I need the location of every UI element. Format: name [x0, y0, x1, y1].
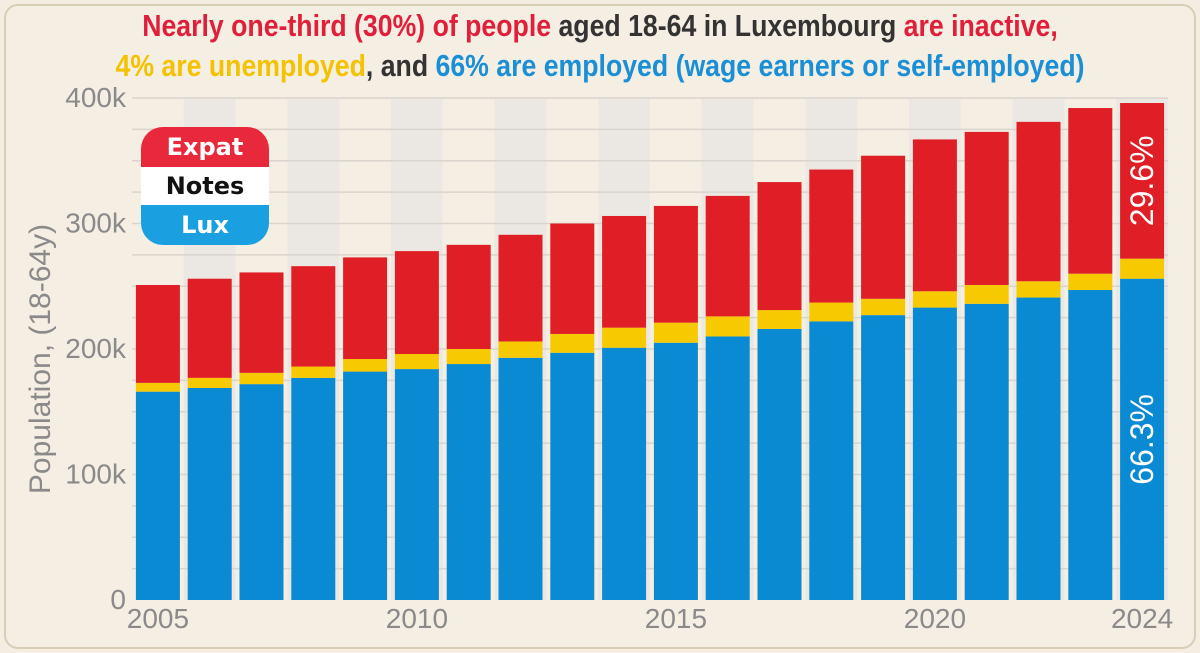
- x-tick-label: 2015: [645, 603, 707, 634]
- bar-unemployed-2021: [964, 284, 1009, 304]
- bar-unemployed-2009: [343, 359, 388, 372]
- bar-inactive-2014: [602, 215, 647, 328]
- bar-inactive-2012: [498, 234, 543, 342]
- bar-inactive-2023: [1068, 108, 1113, 274]
- bar-unemployed-2015: [653, 322, 698, 343]
- chart-title: Nearly one-third (30%) of people aged 18…: [84, 6, 1116, 86]
- bar-unemployed-2023: [1068, 273, 1113, 291]
- bar-unemployed-2013: [550, 333, 595, 353]
- bar-unemployed-2012: [498, 341, 543, 358]
- bar-employed-2015: [653, 342, 698, 600]
- x-tick-label: 2010: [386, 603, 448, 634]
- bar-inactive-2016: [705, 195, 750, 317]
- bar-employed-2011: [446, 364, 491, 600]
- bar-employed-2021: [964, 303, 1009, 600]
- title-line-1: Nearly one-third (30%) of people aged 18…: [84, 6, 1116, 46]
- bar-inactive-2011: [446, 244, 491, 349]
- annotation-inactive: 29.6%: [1124, 135, 1160, 226]
- bar-employed-2024: [1120, 278, 1165, 600]
- title-line-2: 4% are unemployed, and 66% are employed …: [84, 46, 1116, 86]
- bar-unemployed-2018: [809, 302, 854, 322]
- bar-inactive-2008: [291, 266, 336, 367]
- bar-inactive-2021: [964, 131, 1009, 285]
- bar-unemployed-2006: [187, 377, 232, 388]
- title-segment: , and: [365, 48, 436, 83]
- bar-unemployed-2014: [602, 327, 647, 348]
- x-tick-label: 2024: [1111, 603, 1173, 634]
- bar-inactive-2015: [653, 205, 698, 323]
- bar-inactive-2007: [239, 272, 284, 373]
- bar-inactive-2024: [1120, 103, 1165, 259]
- bar-inactive-2018: [809, 169, 854, 303]
- bar-inactive-2006: [187, 278, 232, 378]
- bar-employed-2017: [757, 328, 802, 600]
- bar-employed-2022: [1016, 297, 1061, 600]
- bar-unemployed-2019: [861, 298, 906, 316]
- bar-employed-2018: [809, 321, 854, 600]
- bar-employed-2009: [343, 371, 388, 600]
- bar-employed-2016: [705, 336, 750, 600]
- y-tick-label: 200k: [65, 333, 127, 364]
- title-segment: are inactive,: [903, 8, 1058, 43]
- bar-unemployed-2022: [1016, 281, 1061, 298]
- bar-employed-2005: [135, 391, 180, 600]
- bar-employed-2008: [291, 377, 336, 600]
- y-tick-label: 100k: [65, 459, 127, 490]
- bar-employed-2013: [550, 352, 595, 600]
- bar-employed-2010: [394, 369, 439, 600]
- logo-text-expat: Expat: [166, 133, 244, 161]
- bar-inactive-2009: [343, 257, 388, 360]
- y-axis-label: Population, (18-64y): [24, 224, 57, 494]
- title-segment: Nearly one-third (30%) of people: [142, 8, 552, 43]
- title-segment: 4% are unemployed: [115, 48, 366, 83]
- title-segment: aged 18-64 in Luxembourg: [551, 8, 904, 43]
- bar-inactive-2020: [912, 139, 957, 292]
- logo-flag-icon: [141, 127, 269, 245]
- y-tick-label: 0: [110, 584, 126, 615]
- bar-inactive-2019: [861, 155, 906, 299]
- logo-text-lux: Lux: [181, 211, 229, 239]
- bar-unemployed-2011: [446, 349, 491, 365]
- bar-employed-2012: [498, 357, 543, 600]
- bar-unemployed-2010: [394, 354, 439, 370]
- bar-employed-2023: [1068, 290, 1113, 600]
- bar-unemployed-2005: [135, 382, 180, 392]
- logo-text-notes: Notes: [165, 172, 245, 200]
- title-segment: 66% are employed (wage earners or self-e…: [435, 48, 1085, 83]
- x-tick-label: 2005: [127, 603, 189, 634]
- bar-unemployed-2020: [912, 291, 957, 308]
- y-tick-label: 400k: [65, 82, 127, 113]
- bar-inactive-2013: [550, 223, 595, 334]
- bar-employed-2020: [912, 307, 957, 600]
- bar-inactive-2010: [394, 251, 439, 355]
- bar-employed-2006: [187, 387, 232, 600]
- bar-inactive-2017: [757, 182, 802, 311]
- bar-employed-2014: [602, 347, 647, 600]
- y-tick-label: 300k: [65, 208, 127, 239]
- bar-unemployed-2016: [705, 316, 750, 337]
- bar-unemployed-2017: [757, 310, 802, 329]
- bar-inactive-2005: [135, 284, 180, 383]
- bar-employed-2007: [239, 384, 284, 600]
- expat-notes-lux-logo: Expat Notes Lux: [141, 127, 269, 245]
- bar-inactive-2022: [1016, 121, 1061, 282]
- annotation-employed: 66.3%: [1124, 394, 1160, 485]
- bar-unemployed-2024: [1120, 258, 1165, 279]
- bar-unemployed-2007: [239, 372, 284, 385]
- bar-unemployed-2008: [291, 366, 336, 378]
- bar-employed-2019: [861, 315, 906, 600]
- x-tick-label: 2020: [904, 603, 966, 634]
